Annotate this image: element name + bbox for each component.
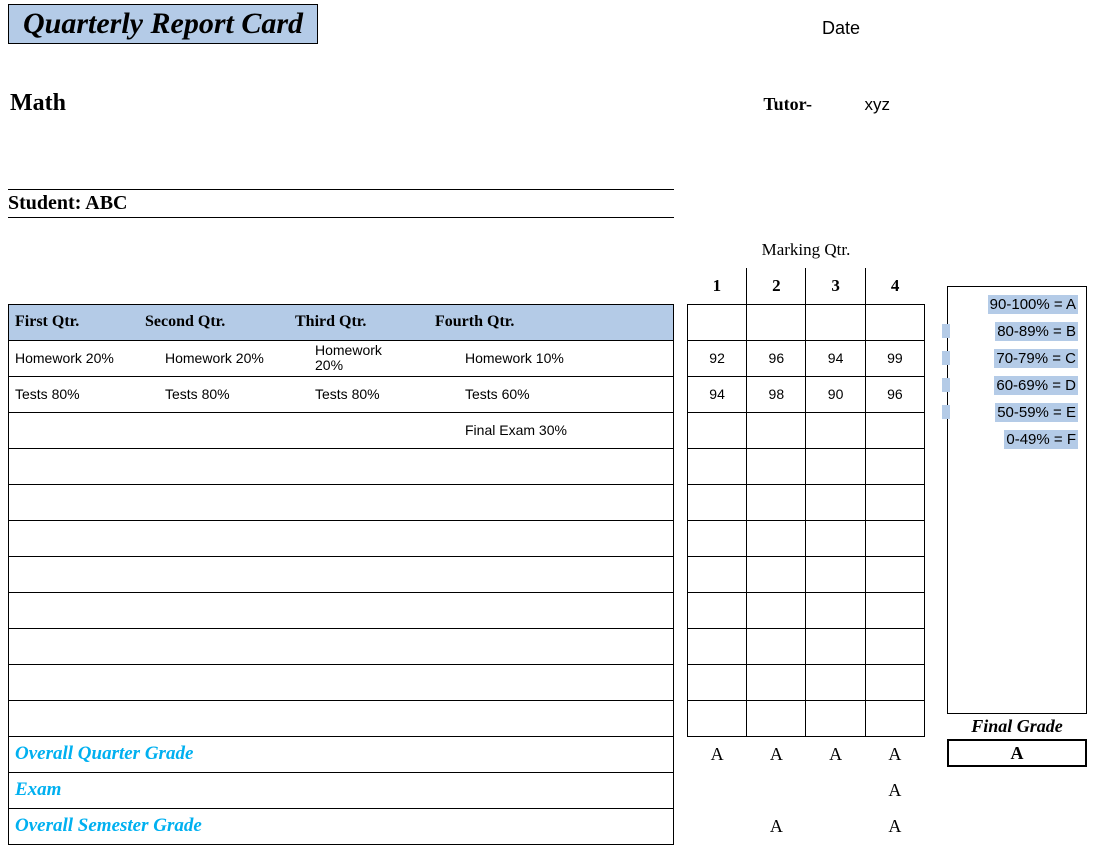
grade-os-3 (806, 808, 865, 844)
student-line: Student: ABC (8, 190, 674, 217)
tutor-value: xyz (865, 95, 891, 114)
grade-oq-1: A (687, 736, 746, 772)
scale-line-c: 70-79% = C (994, 349, 1078, 368)
grade-ex-1 (687, 772, 746, 808)
grade-ex-2 (747, 772, 806, 808)
score-r2-4: 96 (865, 376, 924, 412)
grade-oq-3: A (806, 736, 865, 772)
scale-line-a: 90-100% = A (988, 295, 1078, 314)
qtr-header-2: Second Qtr. (145, 313, 295, 331)
cat-r2-c4: Tests 60% (465, 386, 625, 402)
score-r1-3: 94 (806, 340, 865, 376)
score-r2-2: 98 (747, 376, 806, 412)
final-grade-value: A (947, 739, 1087, 767)
qtr-header-1: First Qtr. (15, 313, 145, 331)
qtr-num-4: 4 (865, 268, 924, 304)
cat-r3-c4: Final Exam 30% (465, 422, 625, 438)
cat-r2-c1: Tests 80% (15, 386, 165, 402)
grade-oq-4: A (865, 736, 924, 772)
overall-quarter-label: Overall Quarter Grade (15, 743, 193, 764)
qtr-header-3: Third Qtr. (295, 313, 435, 331)
exam-label: Exam (15, 779, 61, 800)
cat-r1-c3: Homework 20% (315, 343, 405, 374)
scale-line-b: 80-89% = B (995, 322, 1078, 341)
qtr-num-1: 1 (687, 268, 746, 304)
score-r1-4: 99 (865, 340, 924, 376)
cat-r1-c2: Homework 20% (165, 350, 315, 366)
grade-os-2: A (747, 808, 806, 844)
grade-scale-box: 90-100% = A 80-89% = B 70-79% = C 60-69%… (947, 286, 1087, 714)
grade-os-4: A (865, 808, 924, 844)
score-r2-3: 90 (806, 376, 865, 412)
score-r1-1: 92 (687, 340, 746, 376)
cat-r1-c4: Homework 10% (465, 350, 625, 366)
grade-ex-4: A (865, 772, 924, 808)
overall-semester-label: Overall Semester Grade (15, 815, 202, 836)
qtr-header-4: Fourth Qtr. (435, 313, 575, 331)
scale-line-d: 60-69% = D (994, 376, 1078, 395)
cat-r2-c2: Tests 80% (165, 386, 315, 402)
date-label: Date (822, 18, 860, 39)
grade-ex-3 (806, 772, 865, 808)
cat-r1-c1: Homework 20% (15, 350, 165, 366)
qtr-num-2: 2 (747, 268, 806, 304)
page-title: Quarterly Report Card (8, 4, 318, 44)
marking-qtr-label: Marking Qtr. (762, 240, 851, 259)
qtr-num-3: 3 (806, 268, 865, 304)
subject-label: Math (10, 90, 66, 117)
final-grade-label: Final Grade (947, 716, 1087, 737)
cat-r2-c3: Tests 80% (315, 386, 465, 402)
scale-line-e: 50-59% = E (995, 403, 1078, 422)
report-table: Marking Qtr. 1 2 3 4 First Qtr. Second Q… (8, 232, 925, 845)
score-r2-1: 94 (687, 376, 746, 412)
tutor-label: Tutor- (763, 94, 812, 114)
grade-oq-2: A (747, 736, 806, 772)
grade-os-1 (687, 808, 746, 844)
score-r1-2: 96 (747, 340, 806, 376)
scale-line-f: 0-49% = F (1004, 430, 1078, 449)
